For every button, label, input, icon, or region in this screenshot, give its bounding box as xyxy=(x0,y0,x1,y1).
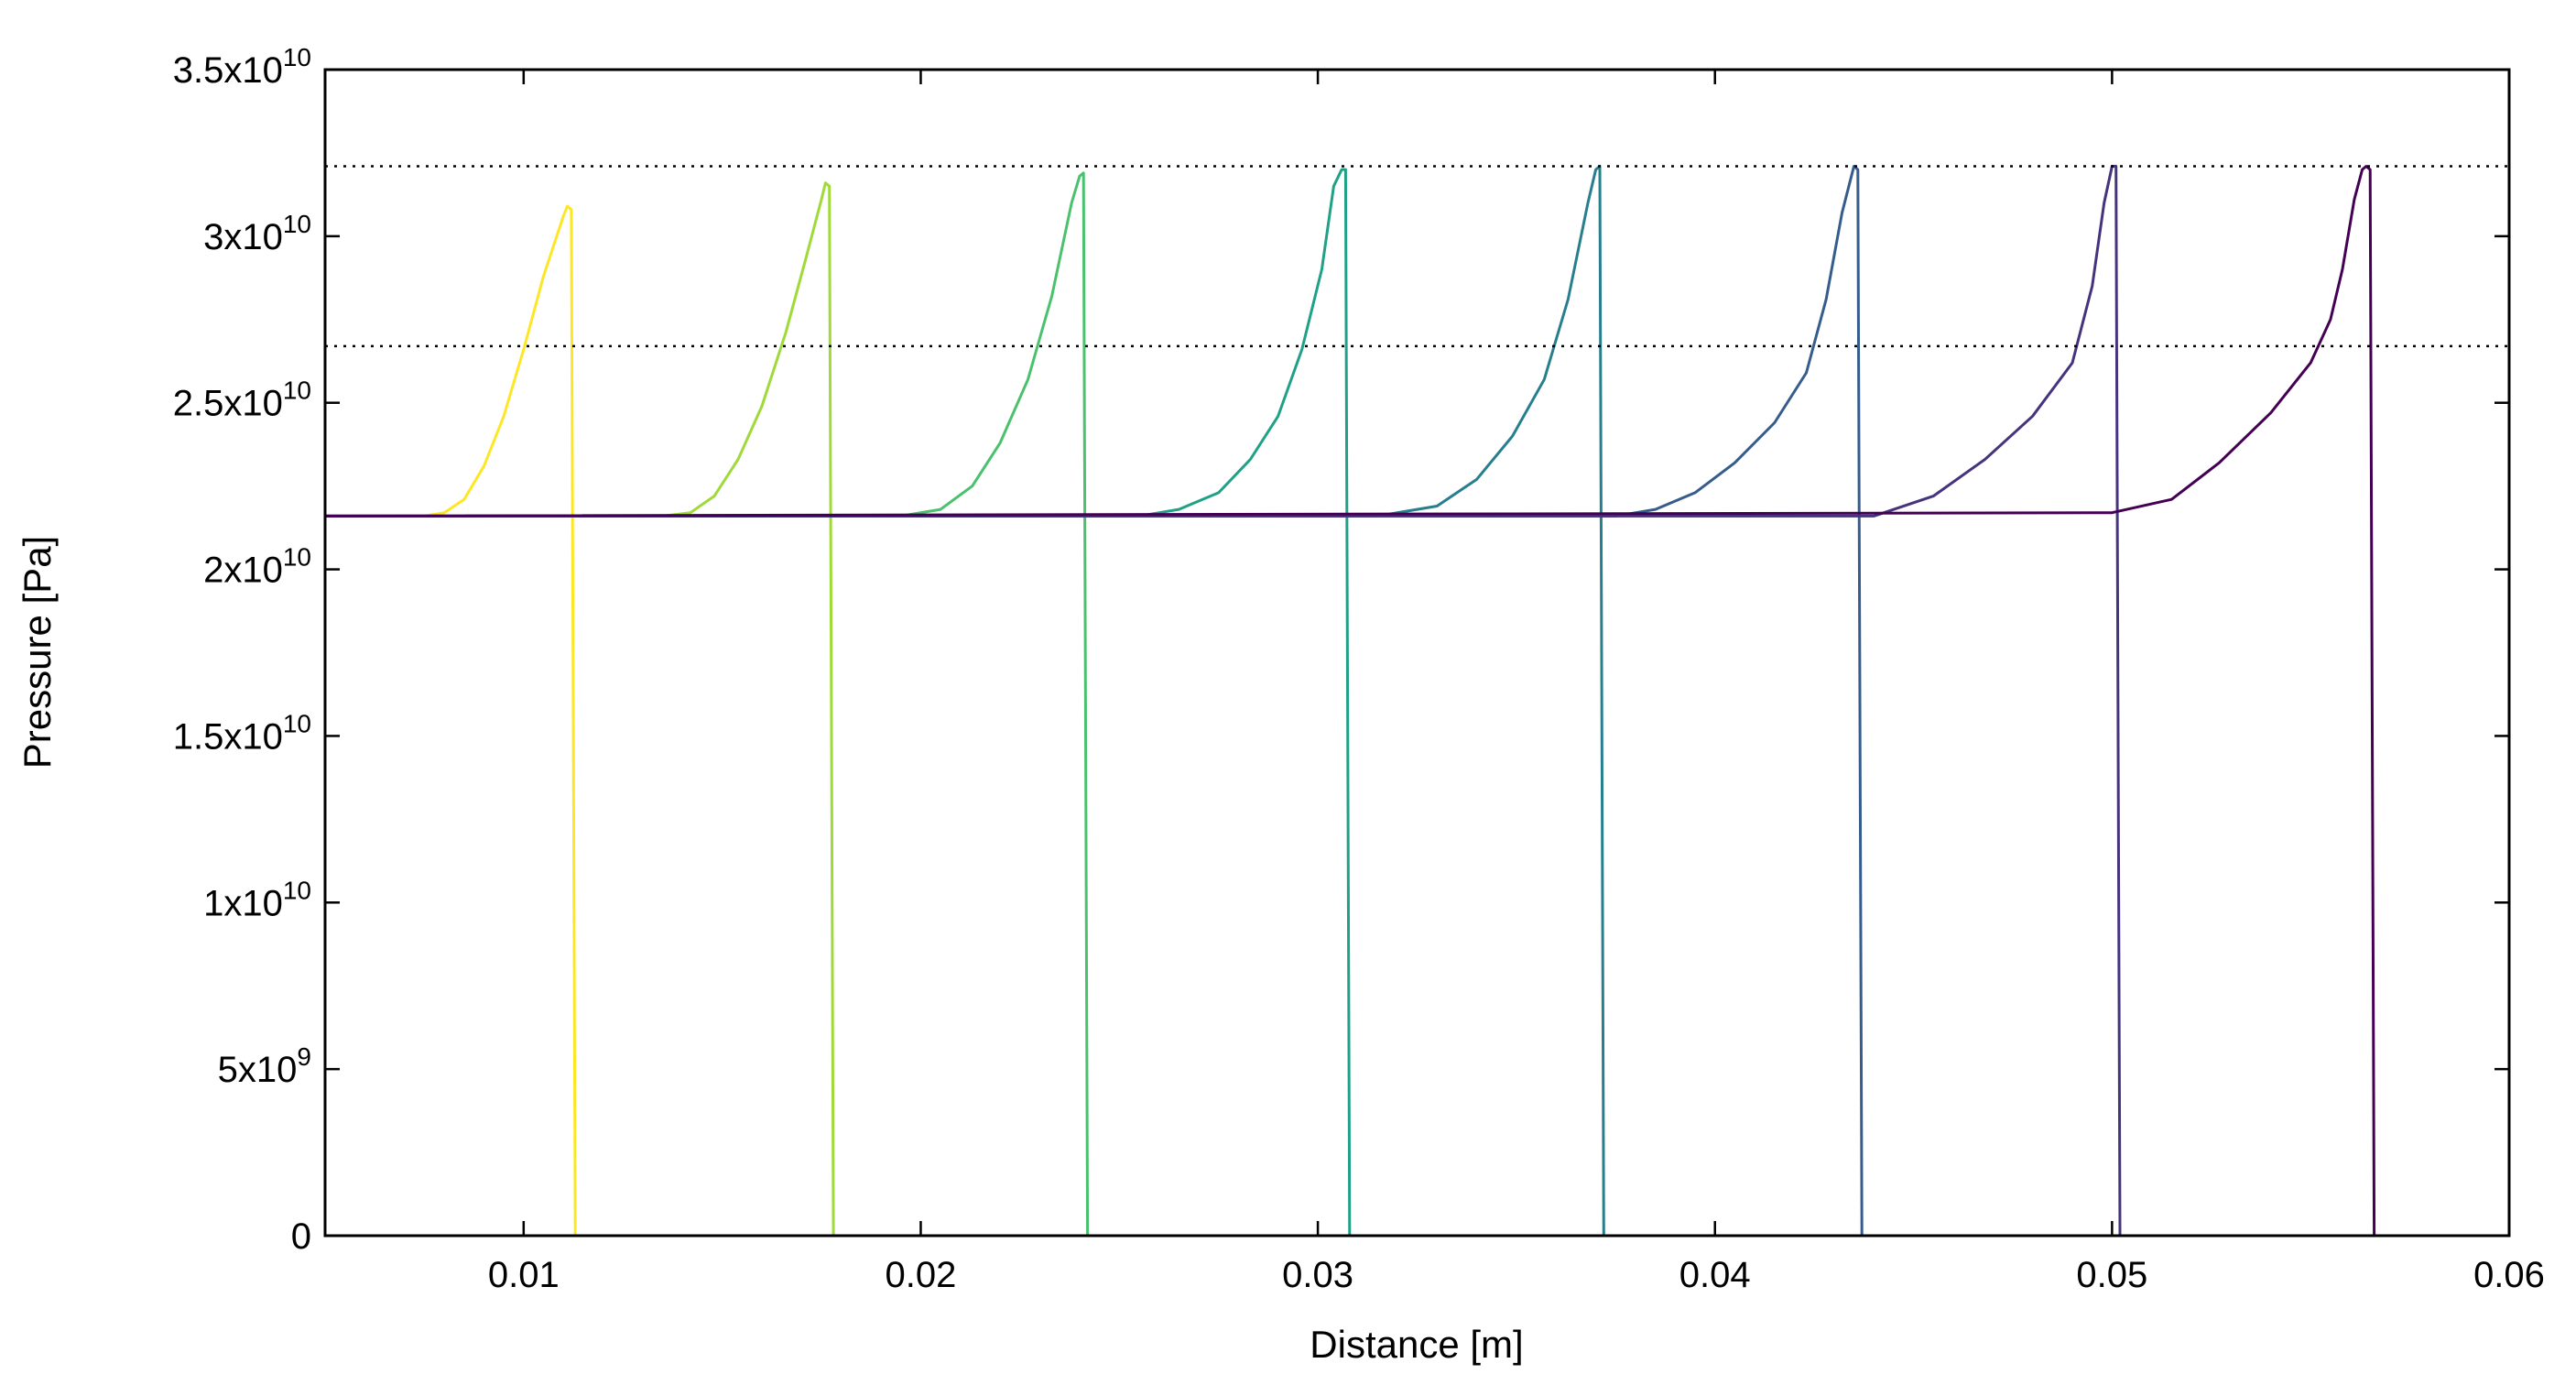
series-line-8 xyxy=(324,165,2509,1238)
x-tick-label: 0.02 xyxy=(886,1255,957,1295)
series-line-2 xyxy=(325,181,2509,1238)
y-tick-label: 5x109 xyxy=(218,1042,311,1090)
x-tick-label: 0.01 xyxy=(488,1255,560,1295)
x-axis-ticks: 0.01 0.02 0.03 0.04 0.05 0.06 xyxy=(488,70,2545,1295)
series-layer xyxy=(324,165,2509,1238)
y-tick-mantissa: 5x10 xyxy=(218,1050,298,1090)
plot-frame xyxy=(323,68,2511,1238)
series-line-7 xyxy=(325,165,2509,1238)
y-tick-label: 1x1010 xyxy=(203,876,311,923)
y-tick-label: 3x1010 xyxy=(203,210,311,257)
series-line-4 xyxy=(325,168,2509,1238)
series-line-6 xyxy=(325,165,2509,1238)
y-tick-mantissa: 1x10 xyxy=(203,883,283,923)
y-tick-label: 1.5x1010 xyxy=(173,709,311,757)
y-tick-label: 2x1010 xyxy=(203,543,311,591)
x-tick-label: 0.03 xyxy=(1282,1255,1353,1295)
y-tick-label: 3.5x1010 xyxy=(173,43,311,91)
y-axis-ticks: 05x1091x10101.5x10102x10102.5x10103x1010… xyxy=(173,43,2509,1257)
x-tick-label: 0.05 xyxy=(2076,1255,2147,1295)
series-line-1 xyxy=(325,204,2509,1238)
y-tick-exponent: 10 xyxy=(283,876,311,904)
y-tick-mantissa: 3x10 xyxy=(203,217,283,257)
series-line-5 xyxy=(325,165,2509,1238)
y-tick-label: 2.5x1010 xyxy=(173,376,311,424)
x-tick-label: 0.04 xyxy=(1679,1255,1751,1295)
y-tick-label: 0 xyxy=(291,1216,311,1257)
y-tick-mantissa: 2.5x10 xyxy=(173,384,283,424)
y-tick-exponent: 10 xyxy=(283,543,311,572)
y-tick-mantissa: 3.5x10 xyxy=(173,50,283,91)
y-tick-exponent: 10 xyxy=(283,709,311,737)
y-tick-mantissa: 0 xyxy=(291,1216,311,1257)
y-tick-exponent: 10 xyxy=(283,43,311,71)
reference-lines xyxy=(325,165,2509,348)
y-tick-exponent: 10 xyxy=(283,210,311,238)
series-line-3 xyxy=(325,171,2509,1238)
y-tick-exponent: 9 xyxy=(297,1042,311,1071)
y-tick-exponent: 10 xyxy=(283,376,311,405)
y-axis-label: Pressure [Pa] xyxy=(16,536,59,769)
x-tick-label: 0.06 xyxy=(2473,1255,2545,1295)
y-tick-mantissa: 2x10 xyxy=(203,551,283,591)
x-axis-label: Distance [m] xyxy=(1310,1323,1523,1366)
y-tick-mantissa: 1.5x10 xyxy=(173,716,283,757)
